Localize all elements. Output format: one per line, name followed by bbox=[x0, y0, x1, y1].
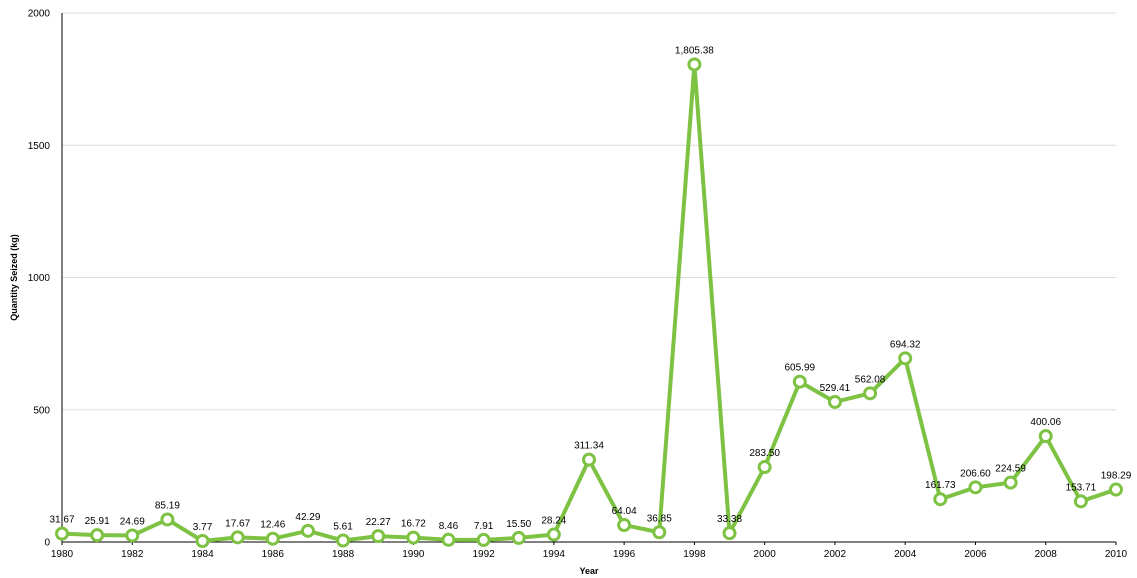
x-tick-label-2006: 2006 bbox=[964, 549, 987, 560]
data-label-1982: 24.69 bbox=[120, 516, 145, 527]
series-line bbox=[60, 62, 1118, 543]
y-tick-label-500: 500 bbox=[33, 405, 50, 416]
data-label-2008: 400.06 bbox=[1030, 417, 1061, 428]
data-label-1995: 311.34 bbox=[574, 441, 604, 452]
data-point-1994 bbox=[546, 527, 561, 542]
tick-labels: 0 500 1000 1500 2000 1980 1982 1984 1986 1988 1990… bbox=[28, 9, 1128, 561]
data-label-1996: 64.04 bbox=[612, 506, 637, 517]
data-label-1994: 28.24 bbox=[541, 516, 566, 527]
data-label-2004: 694.32 bbox=[890, 339, 921, 350]
x-tick-label-1980: 1980 bbox=[51, 549, 74, 560]
data-label-2009: 153.71 bbox=[1066, 482, 1097, 493]
data-point-1987 bbox=[300, 523, 315, 538]
data-point-2003 bbox=[863, 386, 878, 401]
data-point-1993 bbox=[511, 530, 526, 545]
data-point-2000 bbox=[757, 460, 772, 475]
y-tick-label-0: 0 bbox=[44, 538, 50, 549]
x-tick-label-2002: 2002 bbox=[824, 549, 847, 560]
data-point-1980 bbox=[55, 526, 69, 541]
data-point-2009 bbox=[1073, 494, 1088, 509]
data-point-1992 bbox=[476, 532, 491, 547]
gridlines bbox=[62, 12, 1116, 411]
data-point-2005 bbox=[933, 492, 948, 507]
data-label-1993: 15.50 bbox=[506, 519, 531, 530]
data-label-2005: 161.73 bbox=[925, 480, 956, 491]
data-point-1990 bbox=[406, 530, 421, 545]
data-point-1981 bbox=[90, 528, 105, 543]
x-tick-label-1994: 1994 bbox=[543, 549, 566, 560]
data-label-1987: 42.29 bbox=[295, 512, 320, 523]
data-label-2000: 283.50 bbox=[749, 448, 780, 459]
data-label-2006: 206.60 bbox=[960, 468, 991, 479]
x-tick-label-1982: 1982 bbox=[121, 549, 144, 560]
data-label-1984: 3.77 bbox=[193, 522, 213, 533]
data-point-2004 bbox=[898, 351, 913, 366]
data-label-1986: 12.46 bbox=[260, 520, 285, 531]
data-label-1998: 1,805.38 bbox=[675, 45, 714, 56]
data-label-1985: 17.67 bbox=[225, 518, 250, 529]
data-label-2002: 529.41 bbox=[820, 383, 851, 394]
data-label-2003: 562.08 bbox=[855, 374, 886, 385]
data-point-2010 bbox=[1109, 482, 1123, 497]
data-point-1986 bbox=[265, 531, 280, 546]
x-tick-label-1988: 1988 bbox=[332, 549, 355, 560]
data-point-1989 bbox=[371, 529, 386, 544]
data-point-1988 bbox=[336, 533, 351, 548]
x-tick-label-1996: 1996 bbox=[613, 549, 636, 560]
y-tick-label-1500: 1500 bbox=[28, 141, 51, 152]
y-tick-label-2000: 2000 bbox=[28, 9, 51, 20]
data-label-1992: 7.91 bbox=[474, 521, 494, 532]
x-tick-label-2000: 2000 bbox=[754, 549, 777, 560]
data-label-1989: 22.27 bbox=[366, 517, 391, 528]
data-label-2001: 605.99 bbox=[785, 363, 816, 374]
data-label-1983: 85.19 bbox=[155, 500, 180, 511]
x-tick-label-2008: 2008 bbox=[1035, 549, 1058, 560]
data-point-2007 bbox=[1003, 475, 1018, 490]
data-point-1996 bbox=[617, 518, 632, 533]
data-point-2006 bbox=[968, 480, 983, 495]
data-point-1983 bbox=[160, 512, 175, 527]
x-tick-label-1984: 1984 bbox=[191, 549, 214, 560]
x-tick-label-2010: 2010 bbox=[1105, 549, 1128, 560]
data-point-1991 bbox=[441, 532, 456, 547]
x-tick-label-1998: 1998 bbox=[683, 549, 706, 560]
data-point-1997 bbox=[652, 525, 667, 540]
data-label-2007: 224.59 bbox=[995, 464, 1026, 475]
x-tick-label-1992: 1992 bbox=[472, 549, 495, 560]
data-label-1997: 36.85 bbox=[647, 513, 672, 524]
x-tick-label-1990: 1990 bbox=[402, 549, 425, 560]
series-line-group bbox=[60, 62, 1118, 543]
data-label-1981: 25.91 bbox=[85, 516, 110, 527]
data-label-1999: 33.38 bbox=[717, 514, 742, 525]
data-point-1982 bbox=[125, 528, 140, 543]
data-point-2008 bbox=[1038, 429, 1053, 444]
data-point-2002 bbox=[827, 394, 842, 409]
x-tick-label-2004: 2004 bbox=[894, 549, 917, 560]
data-label-2010: 198.29 bbox=[1101, 471, 1132, 482]
data-label-1980: 31.67 bbox=[49, 515, 74, 526]
x-tick-label-1986: 1986 bbox=[262, 549, 285, 560]
data-points bbox=[55, 57, 1123, 549]
data-point-1984 bbox=[195, 534, 210, 549]
data-point-1998 bbox=[687, 57, 702, 72]
data-point-2001 bbox=[792, 374, 807, 389]
data-point-1999 bbox=[722, 526, 737, 541]
data-labels: 31.67 25.91 24.69 85.19 3.77 17.67 12.46 42.29 5… bbox=[49, 45, 1131, 533]
y-tick-label-1000: 1000 bbox=[28, 273, 51, 284]
data-label-1990: 16.72 bbox=[401, 519, 426, 530]
data-label-1991: 8.46 bbox=[439, 521, 459, 532]
data-label-1988: 5.61 bbox=[333, 522, 353, 533]
data-point-1995 bbox=[582, 452, 596, 467]
x-axis-title: Year bbox=[579, 566, 599, 576]
data-point-1985 bbox=[230, 530, 245, 545]
y-axis-title: Quantity Seized (kg) bbox=[9, 234, 19, 321]
